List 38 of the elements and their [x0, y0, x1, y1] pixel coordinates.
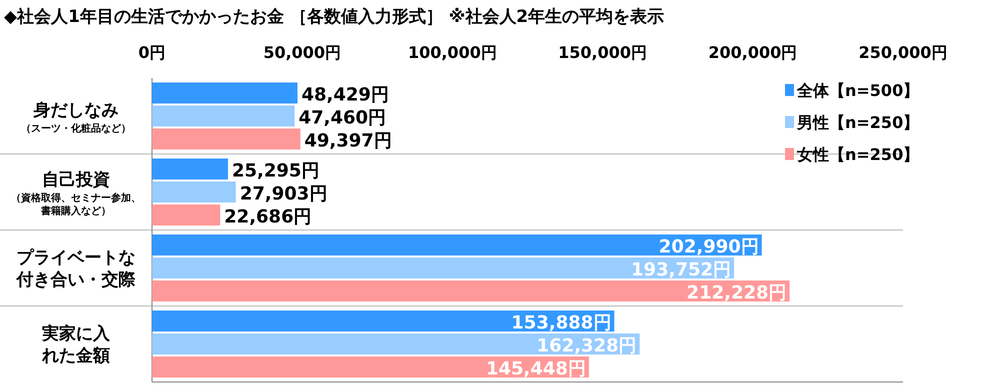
legend-label: 男性【n=250】: [796, 113, 920, 132]
legend-label: 女性【n=250】: [796, 145, 920, 164]
bar: [152, 204, 220, 226]
data-label: 145,448円: [486, 358, 586, 380]
bar: [152, 334, 640, 354]
data-label: 212,228円: [686, 282, 787, 304]
y-tick-label: プライベートな付き合い・交際: [16, 248, 136, 290]
x-tick-label: 200,000円: [708, 43, 798, 62]
x-tick-label: 250,000円: [858, 43, 948, 62]
x-tick-label: 100,000円: [408, 43, 497, 62]
bar: [152, 356, 589, 378]
data-label: 49,397円: [304, 130, 392, 152]
bar: [152, 158, 228, 180]
data-label: 162,328円: [536, 336, 637, 356]
y-tick-label: 自己投資（資格取得、セミナー参加、書籍購入など）: [11, 170, 141, 217]
data-label: 193,752円: [631, 260, 732, 280]
bar: [152, 234, 762, 256]
data-label: 47,460円: [298, 108, 386, 128]
legend-label: 全体【n=500】: [796, 81, 920, 100]
bar: [152, 280, 790, 302]
y-tick-label: 身だしなみ（スーツ・化粧品など）: [21, 100, 131, 134]
bar: [152, 82, 298, 104]
bar: [152, 258, 734, 278]
bar: [152, 128, 300, 150]
x-tick-label: 50,000円: [263, 43, 342, 62]
bar: [152, 106, 295, 126]
data-label: 22,686円: [224, 206, 312, 228]
x-tick-label: 0円: [138, 43, 166, 62]
bar: [152, 182, 236, 202]
y-tick-label: 実家に入れた金額: [41, 324, 111, 366]
bar: [152, 310, 614, 332]
chart-title: ◆社会人1年目の生活でかかったお金 ［各数値入力形式］ ※社会人2年生の平均を表示: [4, 7, 664, 27]
data-label: 153,888円: [511, 312, 612, 334]
data-label: 25,295円: [232, 160, 320, 182]
data-label: 48,429円: [301, 84, 389, 106]
x-tick-label: 150,000円: [558, 43, 648, 62]
data-label: 202,990円: [658, 236, 759, 258]
data-label: 27,903円: [240, 184, 328, 204]
